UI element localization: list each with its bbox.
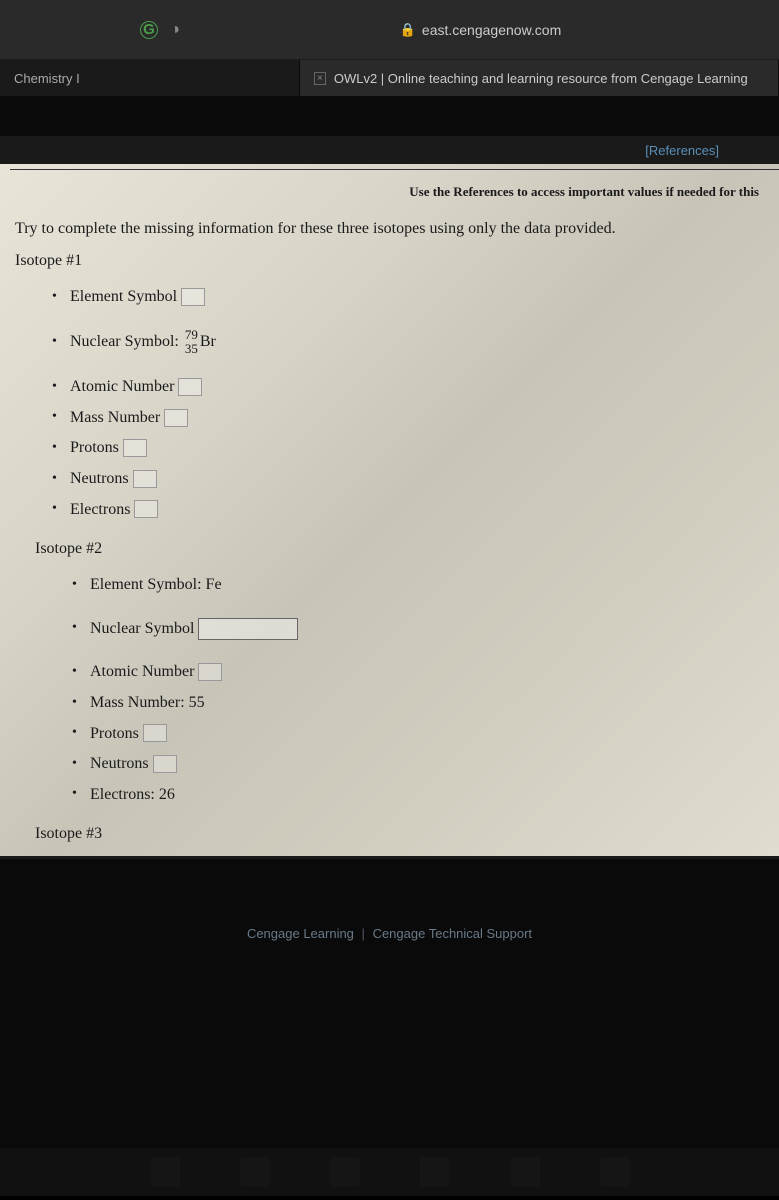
- technical-support-link[interactable]: Cengage Technical Support: [373, 926, 533, 941]
- electrons-item-2: Electrons: 26: [90, 782, 764, 808]
- isotope-3-header: Isotope #3: [35, 825, 764, 843]
- cengage-learning-link[interactable]: Cengage Learning: [247, 926, 354, 941]
- protons-item: Protons: [70, 435, 764, 461]
- isotope-2-details: Atomic Number Mass Number: 55 Protons Ne…: [15, 659, 764, 807]
- taskbar-app-1[interactable]: [150, 1157, 180, 1187]
- protons-input-2[interactable]: [143, 724, 167, 742]
- atomic-number-input[interactable]: [178, 378, 202, 396]
- isotope-2-list: Element Symbol: Fe: [15, 572, 764, 598]
- element-symbol-item-2: Element Symbol: Fe: [90, 572, 764, 598]
- taskbar-app-6[interactable]: [600, 1157, 630, 1187]
- isotope-2-nuclear: Nuclear Symbol: [15, 616, 764, 642]
- mass-number-item-2: Mass Number: 55: [90, 690, 764, 716]
- isotope-1-nuclear: Nuclear Symbol: 79 35 Br: [15, 328, 764, 357]
- question-area: Use the References to access important v…: [0, 164, 779, 859]
- nuclear-symbol-input-2[interactable]: [198, 618, 298, 640]
- ref-instruction: Use the References to access important v…: [15, 184, 764, 200]
- taskbar-app-5[interactable]: [510, 1157, 540, 1187]
- electrons-item: Electrons: [70, 497, 764, 523]
- gem-icon[interactable]: G: [140, 21, 158, 39]
- divider: [0, 856, 779, 859]
- taskbar: [0, 1148, 779, 1196]
- neutrons-item: Neutrons: [70, 466, 764, 492]
- content-frame: [References] Use the References to acces…: [0, 96, 779, 876]
- atomic-number-input-2[interactable]: [198, 663, 222, 681]
- nuclear-symbol-item-2: Nuclear Symbol: [90, 616, 764, 642]
- browser-chrome: G ◑ 🔒 east.cengagenow.com: [0, 0, 779, 60]
- neutrons-input[interactable]: [133, 470, 157, 488]
- footer-area: Cengage Learning | Cengage Technical Sup…: [0, 876, 779, 1196]
- footer-links: Cengage Learning | Cengage Technical Sup…: [0, 876, 779, 941]
- isotope-2-header: Isotope #2: [35, 540, 764, 558]
- tab-favicon: ×: [314, 72, 326, 85]
- protons-item-2: Protons: [90, 721, 764, 747]
- mass-number-item: Mass Number: [70, 405, 764, 431]
- lock-icon: 🔒: [400, 22, 416, 38]
- shield-icon[interactable]: ◑: [166, 21, 184, 39]
- isotope-1-details: Atomic Number Mass Number Protons Neutro…: [15, 374, 764, 522]
- element-symbol-input[interactable]: [181, 288, 205, 306]
- element-symbol-item: Element Symbol: [70, 284, 764, 310]
- taskbar-app-3[interactable]: [330, 1157, 360, 1187]
- electrons-input[interactable]: [134, 500, 158, 518]
- footer-separator: |: [362, 926, 365, 941]
- tab-label: OWLv2 | Online teaching and learning res…: [334, 71, 748, 86]
- isotope-1-list: Element Symbol: [15, 284, 764, 310]
- references-link[interactable]: [References]: [645, 143, 719, 158]
- protons-input[interactable]: [123, 439, 147, 457]
- nuclear-symbol-item: Nuclear Symbol: 79 35 Br: [70, 328, 764, 357]
- url-text: east.cengagenow.com: [422, 22, 561, 38]
- neutrons-item-2: Neutrons: [90, 751, 764, 777]
- isotope-1-header: Isotope #1: [15, 252, 764, 270]
- taskbar-app-4[interactable]: [420, 1157, 450, 1187]
- nuclear-symbol-value: 79 35 Br: [185, 328, 216, 357]
- atomic-number-item: Atomic Number: [70, 374, 764, 400]
- url-bar[interactable]: 🔒 east.cengagenow.com: [192, 22, 769, 38]
- taskbar-app-2[interactable]: [240, 1157, 270, 1187]
- tab-label: Chemistry I: [14, 71, 80, 86]
- mass-number-input[interactable]: [164, 409, 188, 427]
- tab-chemistry[interactable]: Chemistry I: [0, 60, 300, 96]
- references-bar: [References]: [0, 136, 779, 164]
- neutrons-input-2[interactable]: [153, 755, 177, 773]
- tab-owlv2[interactable]: × OWLv2 | Online teaching and learning r…: [300, 60, 779, 96]
- atomic-number-item-2: Atomic Number: [90, 659, 764, 685]
- tab-bar: Chemistry I × OWLv2 | Online teaching an…: [0, 60, 779, 96]
- question-prompt: Try to complete the missing information …: [15, 220, 764, 238]
